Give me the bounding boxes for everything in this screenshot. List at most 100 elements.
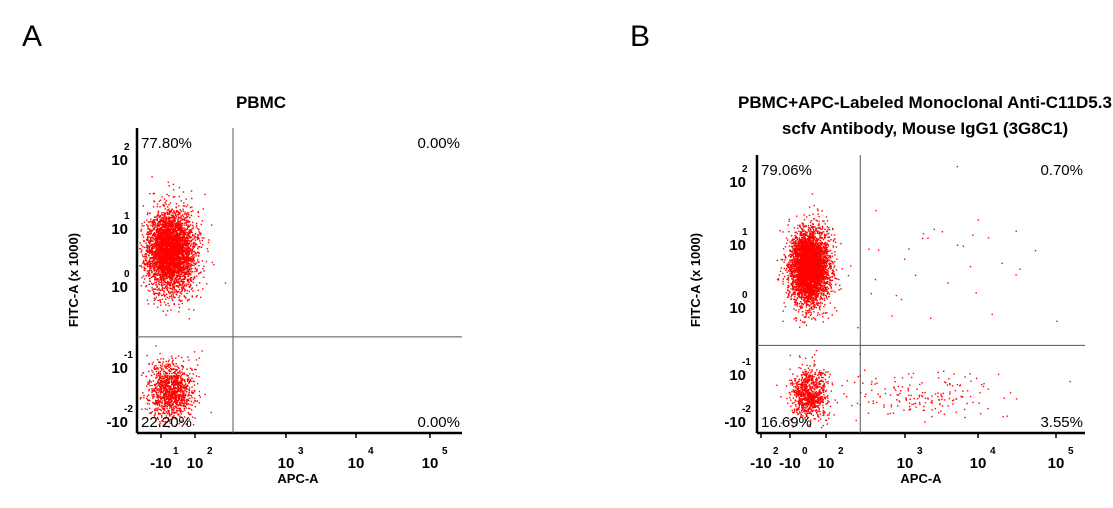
data-point bbox=[185, 258, 187, 261]
data-point bbox=[163, 408, 165, 411]
data-point bbox=[156, 262, 158, 265]
data-point bbox=[188, 308, 190, 311]
data-point bbox=[148, 262, 151, 264]
data-point bbox=[178, 277, 181, 279]
data-point bbox=[165, 218, 168, 221]
data-point bbox=[178, 259, 180, 261]
data-point bbox=[193, 277, 195, 280]
data-point bbox=[175, 373, 177, 375]
data-point bbox=[162, 397, 165, 400]
data-point bbox=[168, 185, 170, 187]
data-point bbox=[153, 273, 155, 275]
data-point bbox=[182, 377, 184, 380]
data-point bbox=[178, 288, 181, 291]
data-point bbox=[183, 287, 185, 289]
data-point bbox=[189, 378, 192, 381]
data-point bbox=[184, 268, 186, 271]
data-point bbox=[193, 253, 196, 256]
data-point bbox=[169, 402, 171, 404]
data-point bbox=[167, 302, 169, 305]
data-point bbox=[159, 370, 162, 373]
data-point bbox=[146, 270, 149, 272]
data-point bbox=[192, 392, 194, 395]
data-point bbox=[190, 263, 192, 265]
data-point bbox=[171, 297, 173, 300]
data-point bbox=[184, 381, 186, 383]
data-point bbox=[186, 261, 188, 263]
data-point bbox=[158, 256, 161, 258]
data-point bbox=[163, 373, 165, 375]
data-point bbox=[178, 367, 180, 369]
data-point bbox=[183, 259, 185, 261]
data-point bbox=[184, 289, 186, 292]
data-point bbox=[158, 230, 160, 232]
data-point bbox=[171, 226, 173, 228]
data-point bbox=[190, 231, 192, 233]
data-point bbox=[154, 234, 156, 237]
data-point bbox=[166, 379, 168, 381]
data-point bbox=[165, 229, 168, 231]
data-point bbox=[146, 239, 149, 241]
data-point bbox=[152, 263, 155, 265]
data-point bbox=[174, 237, 176, 240]
data-point bbox=[182, 366, 184, 368]
data-point bbox=[155, 383, 158, 385]
data-point bbox=[192, 290, 194, 292]
data-point bbox=[175, 248, 177, 250]
data-point bbox=[149, 212, 151, 214]
data-point bbox=[161, 284, 163, 287]
data-point bbox=[166, 391, 168, 393]
data-point bbox=[148, 272, 150, 275]
data-point bbox=[182, 266, 185, 268]
data-point bbox=[147, 225, 149, 227]
data-point bbox=[176, 279, 178, 281]
data-point bbox=[179, 386, 182, 388]
data-point bbox=[141, 254, 144, 256]
data-point bbox=[170, 221, 172, 223]
data-point bbox=[190, 230, 192, 233]
data-point bbox=[177, 394, 179, 396]
data-point bbox=[188, 400, 190, 402]
data-point bbox=[161, 232, 163, 234]
data-point bbox=[154, 292, 156, 295]
data-point bbox=[161, 220, 163, 223]
data-point bbox=[184, 244, 187, 246]
data-point bbox=[173, 302, 175, 305]
data-point bbox=[147, 303, 150, 305]
data-point bbox=[198, 265, 200, 267]
data-point bbox=[149, 384, 151, 387]
data-point bbox=[182, 410, 184, 413]
data-point bbox=[148, 283, 151, 285]
data-point bbox=[190, 265, 192, 268]
data-point bbox=[173, 286, 175, 288]
data-point bbox=[146, 264, 148, 266]
data-point bbox=[156, 223, 159, 225]
data-point bbox=[143, 262, 145, 265]
data-point bbox=[168, 256, 170, 258]
data-point bbox=[192, 278, 195, 281]
data-point bbox=[186, 262, 188, 264]
data-point bbox=[198, 251, 200, 254]
data-point bbox=[180, 232, 182, 234]
data-point bbox=[146, 398, 149, 401]
data-point bbox=[164, 267, 166, 270]
data-point bbox=[175, 244, 178, 246]
data-point bbox=[176, 237, 178, 239]
data-point bbox=[173, 261, 175, 263]
data-point bbox=[165, 277, 168, 279]
data-point bbox=[152, 259, 155, 261]
data-point bbox=[163, 381, 165, 383]
data-point bbox=[173, 274, 176, 276]
data-point bbox=[178, 224, 180, 227]
data-point bbox=[179, 242, 181, 244]
data-point bbox=[190, 400, 193, 403]
data-point bbox=[184, 259, 187, 261]
data-point bbox=[190, 253, 192, 255]
data-point bbox=[146, 402, 149, 405]
data-point bbox=[192, 254, 194, 256]
data-point bbox=[172, 214, 174, 217]
data-point bbox=[177, 264, 179, 267]
data-point bbox=[158, 413, 160, 415]
data-point bbox=[173, 412, 176, 414]
data-point bbox=[181, 283, 183, 286]
